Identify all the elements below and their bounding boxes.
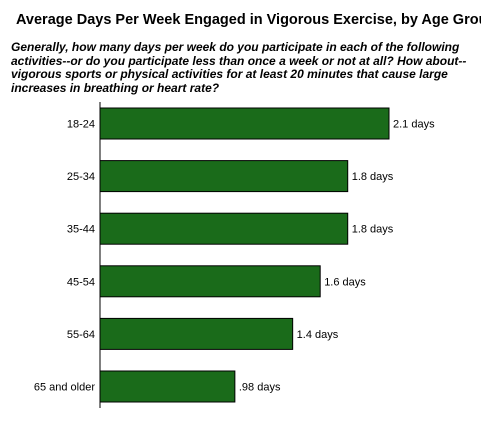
category-label: 55-64 xyxy=(67,329,95,341)
bar-18-24 xyxy=(99,107,390,140)
category-label: 25-34 xyxy=(67,171,95,183)
bar-55-64 xyxy=(99,317,294,350)
bar-65-and-older xyxy=(99,370,236,403)
bar-45-54 xyxy=(99,265,321,298)
bars-layer: 18-24 2.1 days 25-34 1.8 days 35-44 1.8 days 4… xyxy=(34,107,435,403)
value-label: 1.8 days xyxy=(352,224,394,236)
category-label: 45-54 xyxy=(67,276,95,288)
value-label: 1.4 days xyxy=(297,329,339,341)
value-label: .98 days xyxy=(239,382,281,394)
chart-title: Average Days Per Week Engaged in Vigorou… xyxy=(16,12,481,28)
bar-35-44 xyxy=(99,212,349,245)
value-label: 1.6 days xyxy=(324,276,366,288)
bar-25-34 xyxy=(99,160,349,193)
chart-subtitle: Generally, how many days per week do you… xyxy=(11,40,467,95)
category-label: 35-44 xyxy=(67,224,95,236)
category-label: 65 and older xyxy=(34,382,95,394)
value-label: 1.8 days xyxy=(352,171,394,183)
value-label: 2.1 days xyxy=(393,119,435,131)
category-label: 18-24 xyxy=(67,119,95,131)
